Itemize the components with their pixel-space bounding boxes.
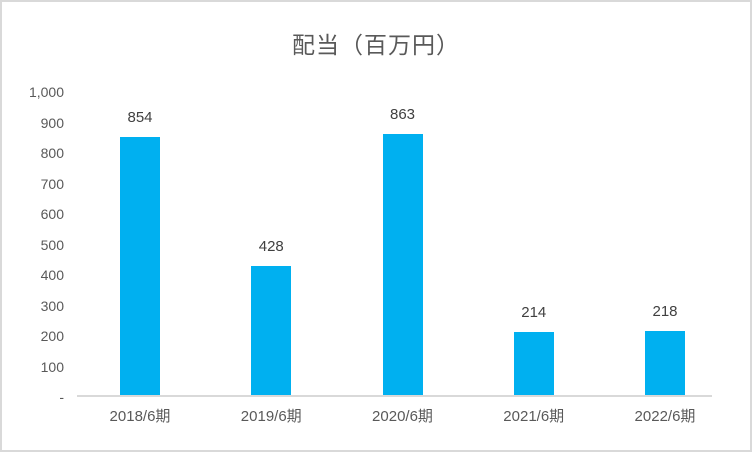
bar-2018/6期 [120,136,160,397]
chart-title: 配当（百万円） [292,32,460,58]
y-tick-label: 800 [40,145,64,161]
y-tick-label: 1,000 [28,84,64,100]
bar-2021/6期 [513,331,554,397]
x-category-label: 2019/6期 [240,408,302,425]
bar-2019/6期 [251,266,292,397]
x-category-label: 2020/6期 [372,408,433,425]
data-label: 428 [258,238,284,256]
y-tick-label: 200 [40,328,64,344]
y-tick-label: 500 [40,236,64,253]
y-tick-label: 300 [40,297,64,314]
x-axis-line [77,395,712,397]
data-label: 854 [127,108,153,126]
data-label: 863 [389,105,416,123]
x-category-label: 2022/6期 [634,408,696,425]
data-label: 214 [521,303,547,321]
y-tick-label: 600 [40,206,64,222]
y-tick-label: 400 [40,267,64,283]
x-category-label: 2021/6期 [503,408,565,425]
data-label: 218 [652,302,678,320]
y-tick-label: 100 [40,358,64,375]
bar-2022/6期 [645,330,685,397]
bar-2020/6期 [382,133,423,397]
y-tick-label: 700 [40,175,64,192]
y-tick-label: 900 [40,114,64,131]
x-category-label: 2018/6期 [109,408,171,425]
y-tick-label: - [59,389,64,405]
